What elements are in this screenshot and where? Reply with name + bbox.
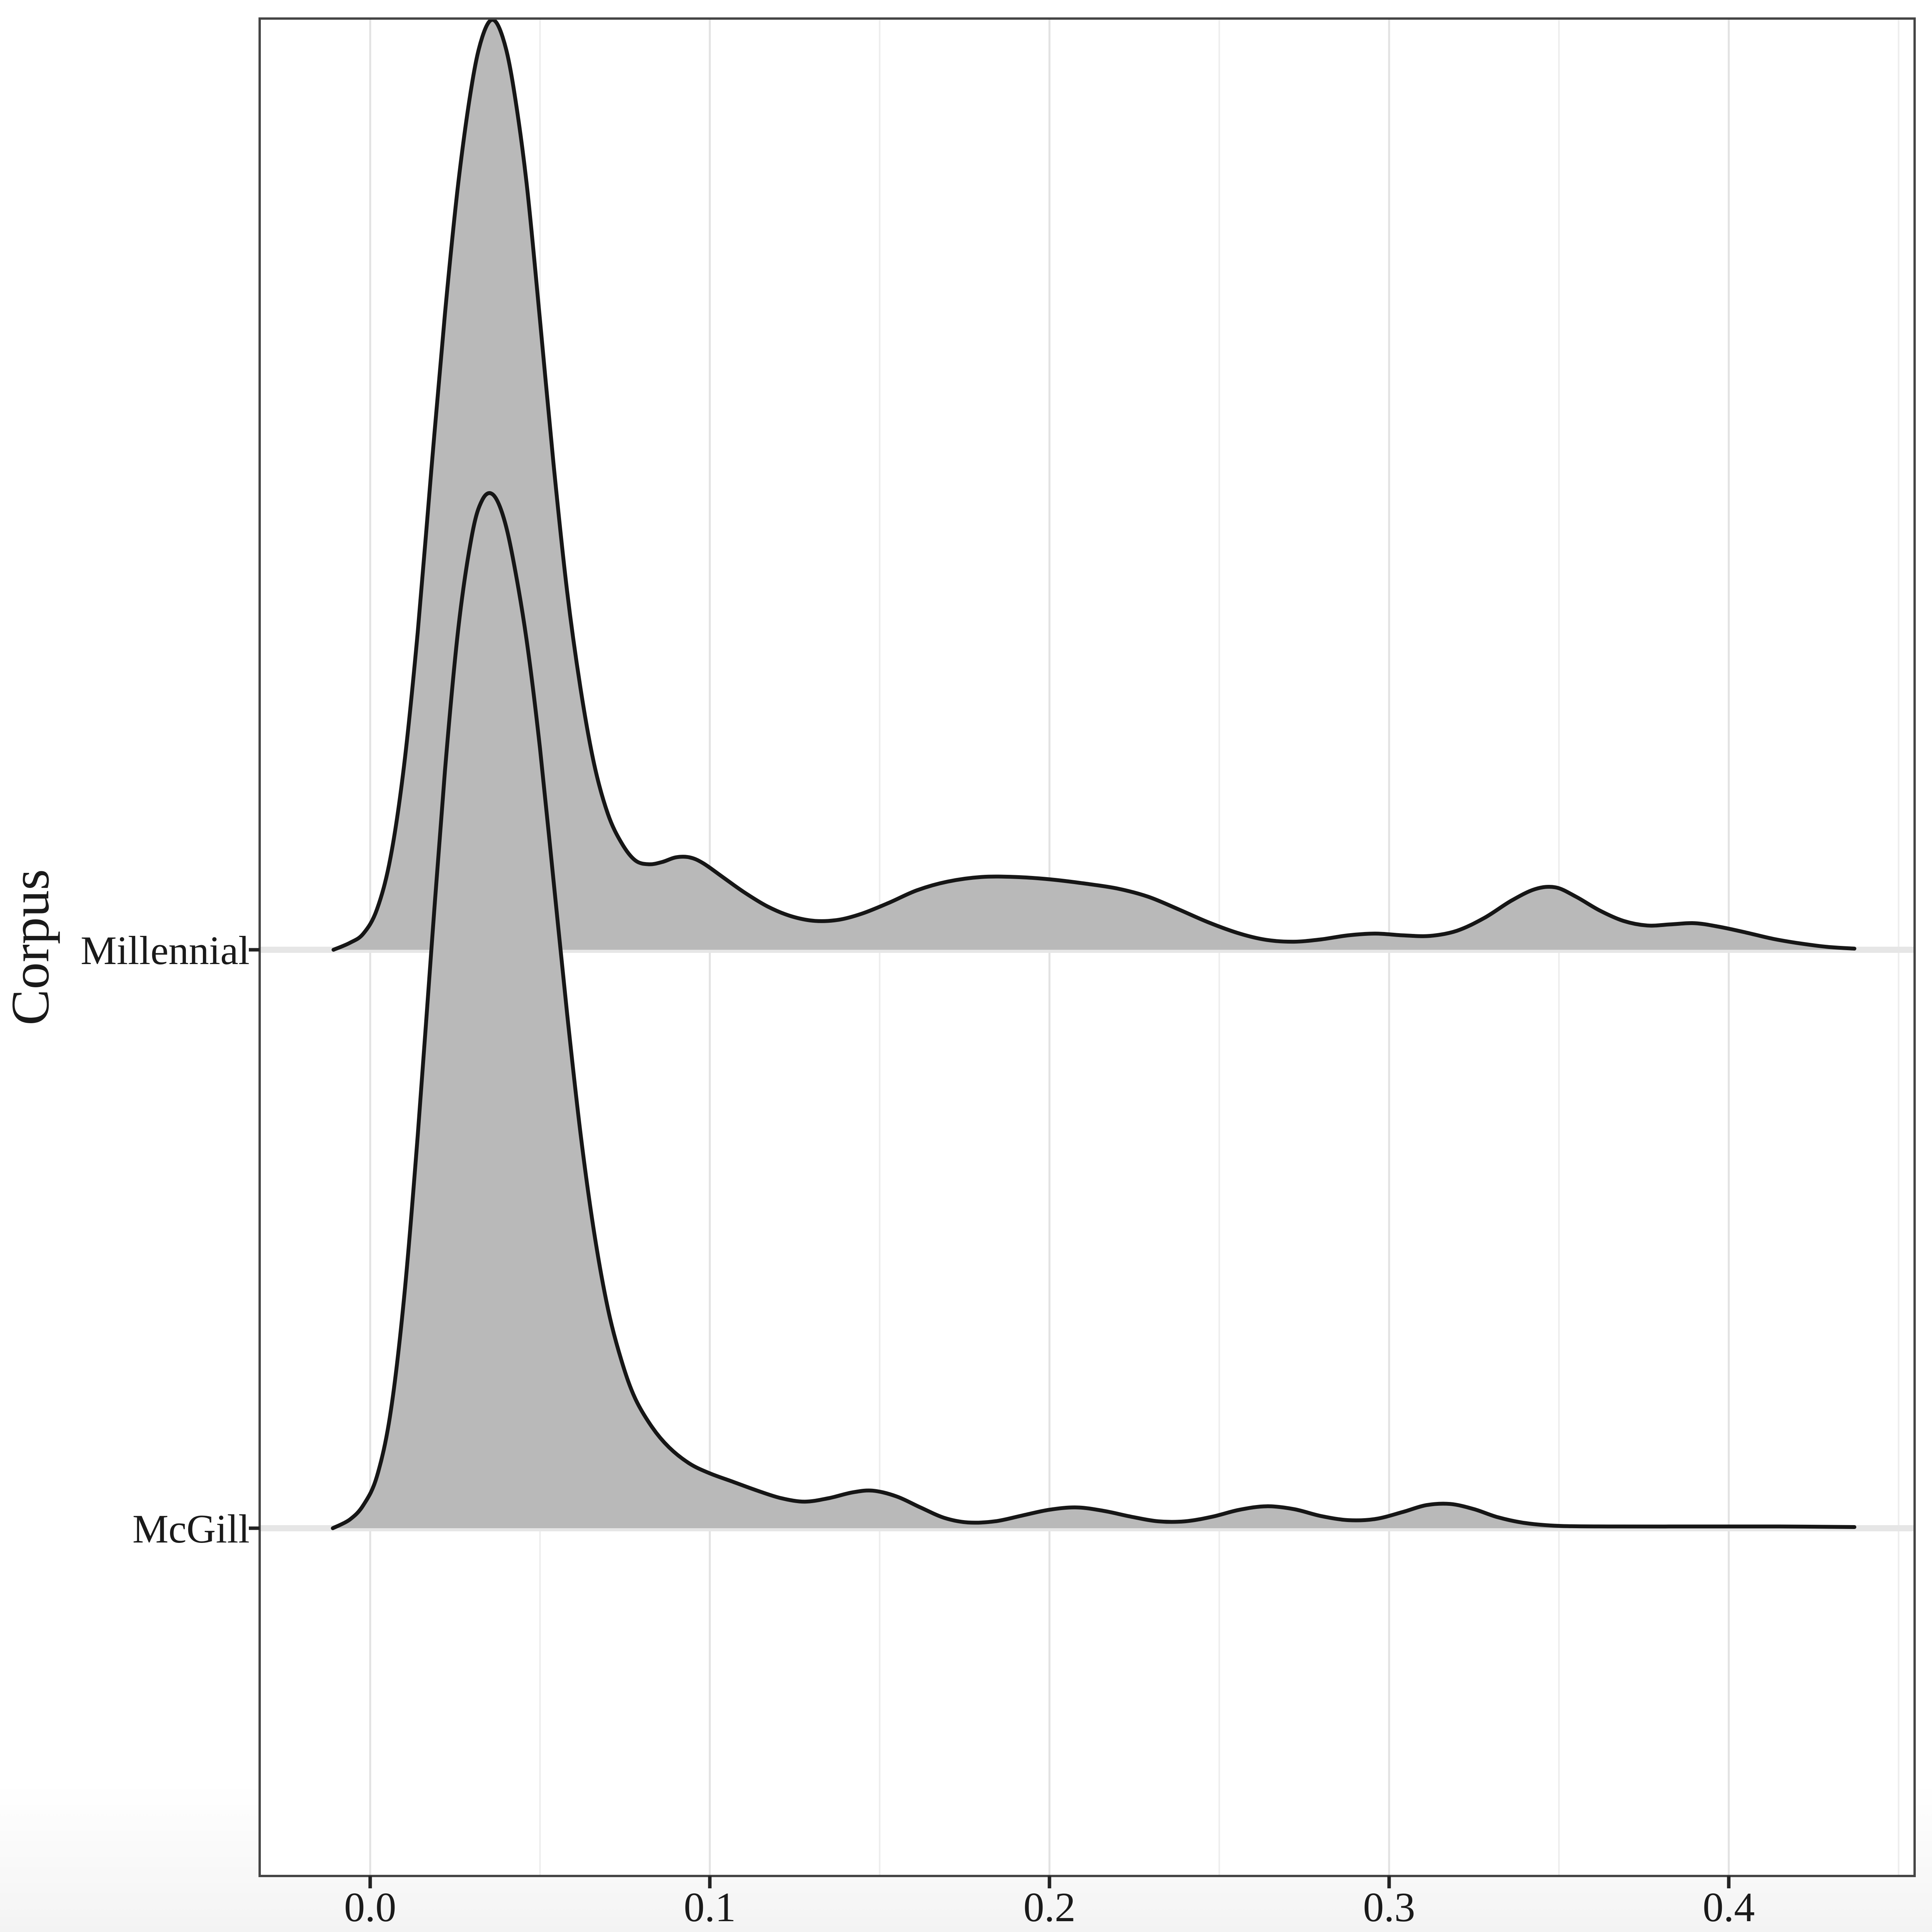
y-axis-title: Corpus: [0, 869, 60, 1025]
x-tick-label: 0.4: [1703, 1884, 1755, 1930]
panel-border: [259, 17, 1916, 1877]
ridge-fill-mcgill: [333, 493, 1855, 1528]
density-ridges: [331, 18, 1857, 1530]
axis-ticks: [249, 948, 1731, 1888]
axis-tick-labels: 0.0 0.1 0.2 0.3 0.4 Millennial McGill: [81, 928, 1755, 1930]
x-tick-label: 0.3: [1363, 1884, 1415, 1930]
x-tick-label: 0.2: [1024, 1884, 1076, 1930]
x-tick-label: 0.0: [344, 1884, 396, 1930]
y-tick-label-millennial: Millennial: [81, 928, 250, 973]
ridge-outline-mcgill: [331, 491, 1857, 1530]
y-tick-label-mcgill: McGill: [133, 1506, 250, 1551]
ridge-outline-millennial: [332, 18, 1857, 952]
x-tick-label: 0.1: [684, 1884, 736, 1930]
